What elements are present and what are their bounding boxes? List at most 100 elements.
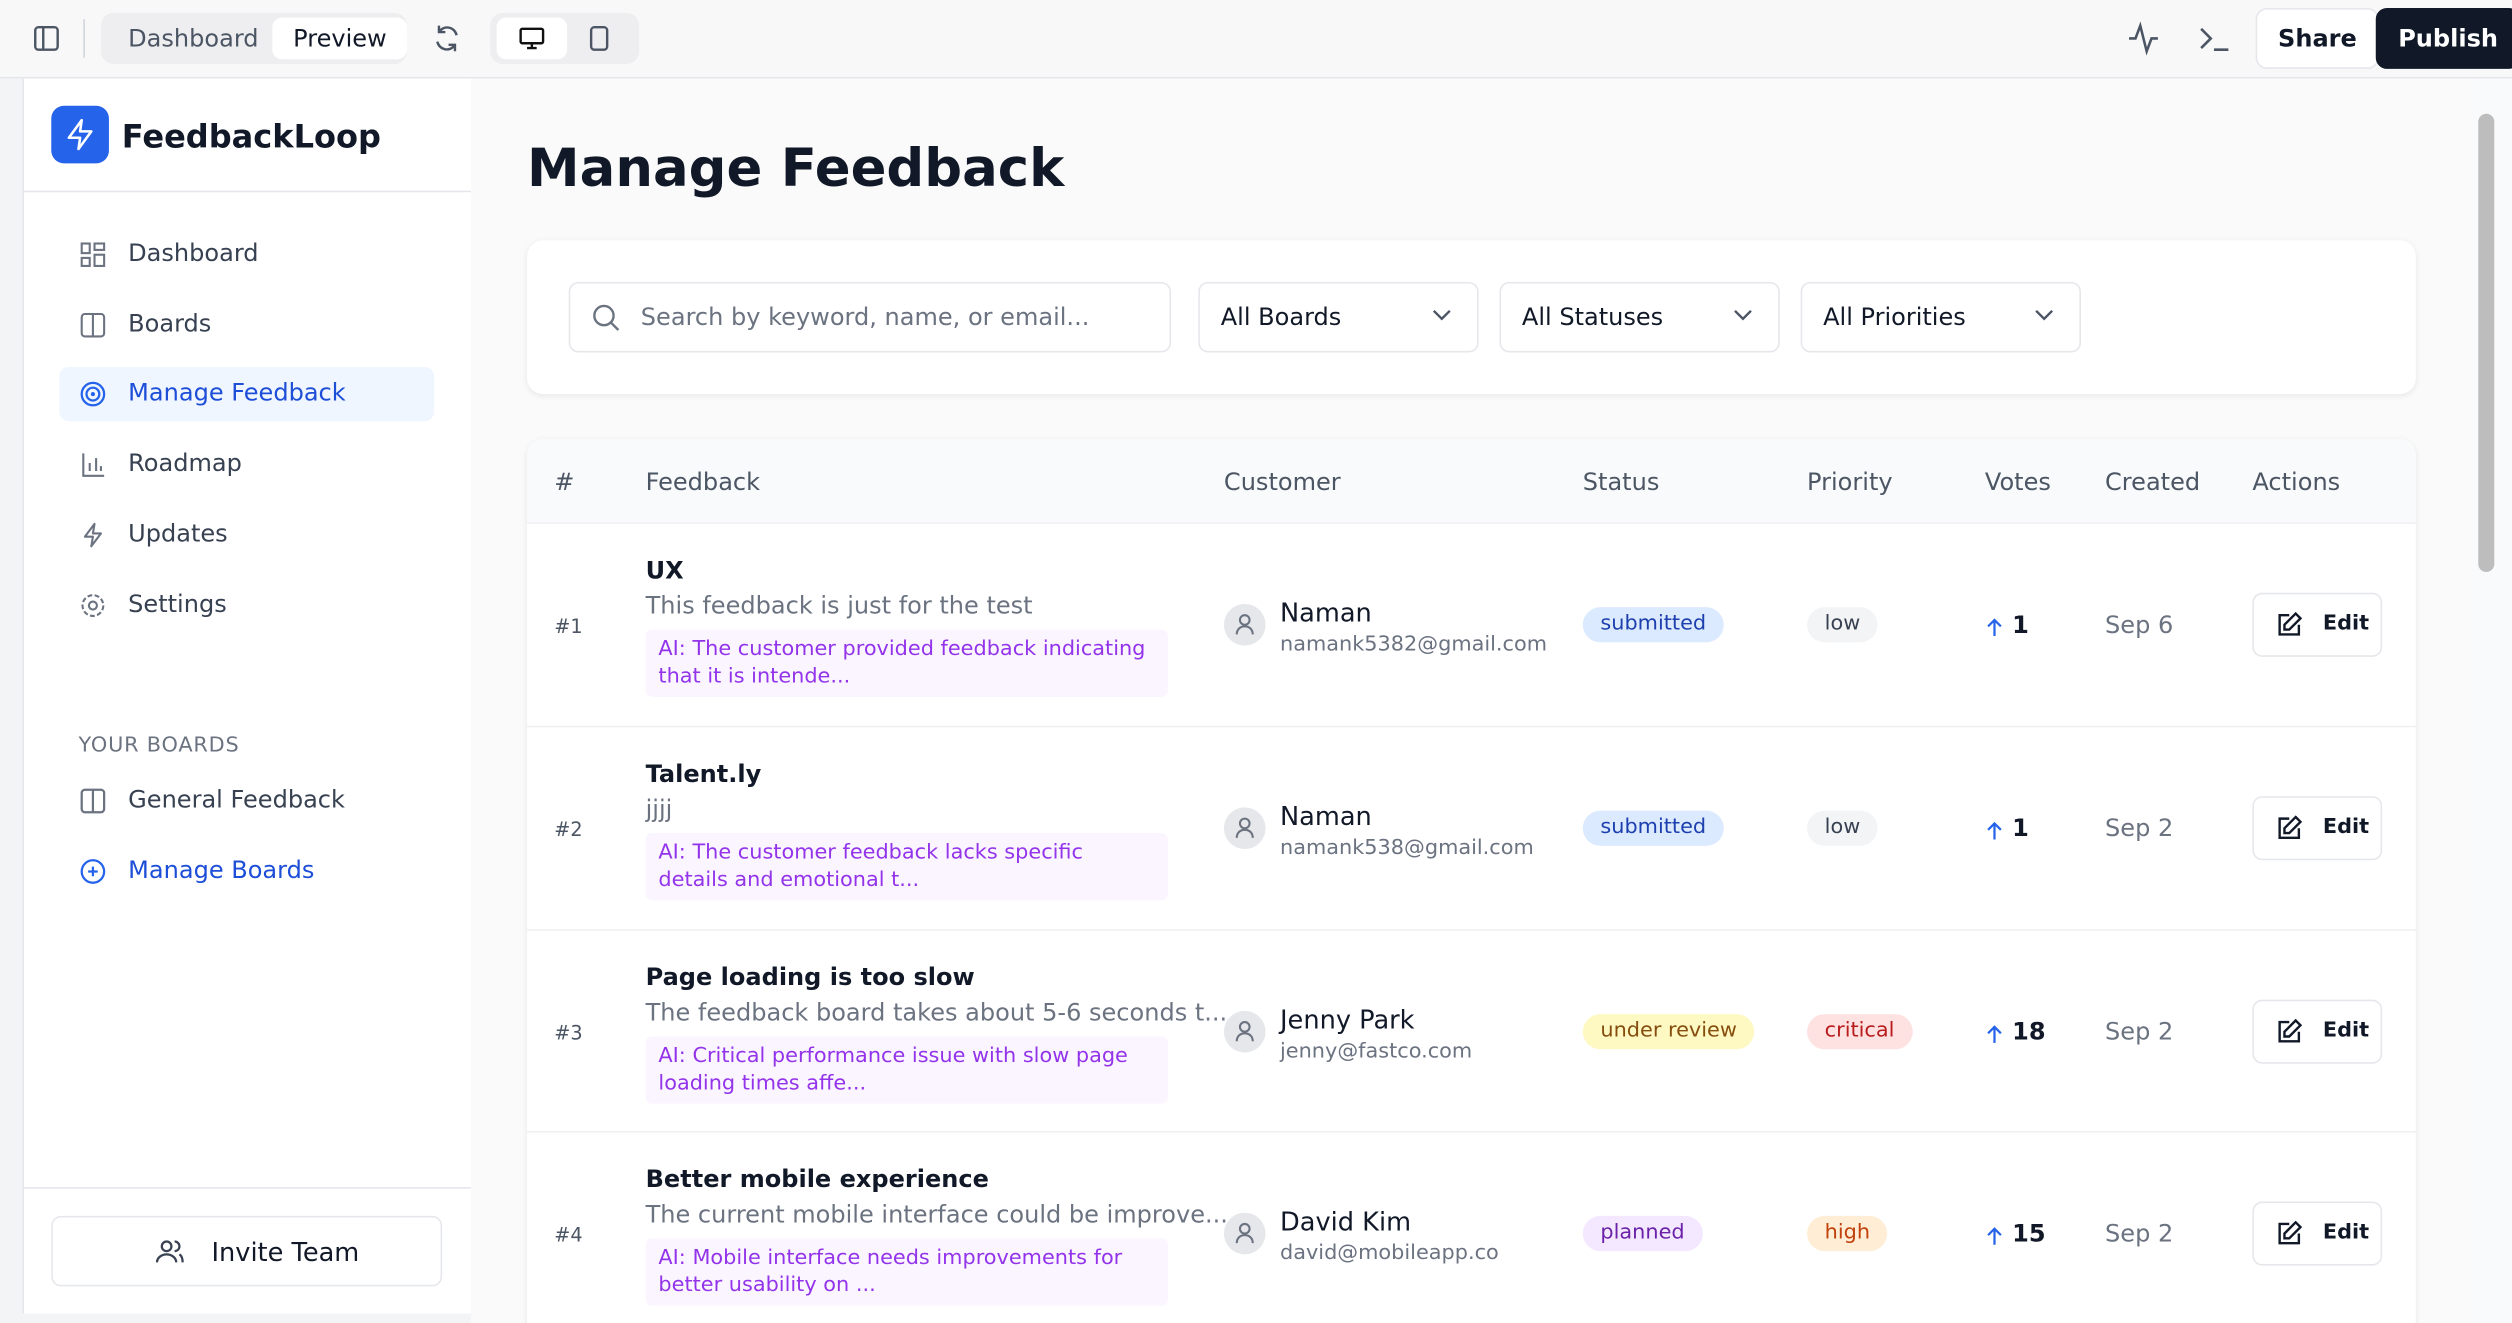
ai-summary: AI: Critical performance issue with slow… [645,1035,1168,1104]
device-toggle [490,12,640,65]
feedback-description: The current mobile interface could be im… [645,1200,1228,1230]
created-date: Sep 2 [2105,1016,2174,1046]
filter-label: All Priorities [1823,302,1966,332]
nav-label: Updates [128,518,228,548]
feedback-title: Better mobile experience [645,1165,989,1195]
customer-name: Naman [1279,800,1372,832]
column-header: # [554,467,575,497]
edit-button[interactable]: Edit [2252,592,2383,657]
sidebar-toggle[interactable] [32,24,61,53]
edit-button[interactable]: Edit [2252,795,2383,860]
filter-select[interactable]: All Statuses [1499,281,1780,353]
invite-label: Invite Team [211,1236,360,1268]
created-date: Sep 2 [2105,813,2174,843]
nav-item[interactable]: Updates [59,508,434,562]
vote-count: 1 [2012,610,2029,640]
scroll-thumb[interactable] [2478,113,2495,572]
table-row[interactable]: #3 Page loading is too slow The feedback b… [527,928,2416,1134]
row-id: #4 [554,1224,583,1247]
divider [24,190,471,193]
customer-email: david@mobileapp.co [1279,1242,1499,1267]
nav-label: Dashboard [128,238,259,268]
sidebar: FeedbackLoop YOUR BOARDS General Feedbac… [22,78,473,1314]
table-row[interactable]: #2 Talent.ly jjjj AI: The customer feedback… [527,725,2416,930]
table-row[interactable]: #4 Better mobile experience The current mo… [527,1131,2416,1323]
row-id: #3 [554,1021,583,1044]
divider [24,1187,471,1189]
edit-label: Edit [2322,815,2370,840]
avatar [1223,1010,1266,1052]
edit-button[interactable]: Edit [2252,998,2383,1064]
status-badge: submitted [1582,810,1724,846]
edit-label: Edit [2322,611,2370,636]
table-header: # Feedback Customer Status Priority Votes Crea… [527,438,2416,523]
table-row[interactable]: #1 UX This feedback is just for the test AI… [527,522,2416,727]
mobile-button[interactable] [588,26,610,52]
manage-boards-link[interactable]: Manage Boards [59,844,434,898]
desktop-button[interactable] [496,17,568,60]
scrollbar [2473,78,2512,1323]
priority-badge: critical [1807,1013,1913,1049]
edit-button[interactable]: Edit [2252,1202,2383,1267]
customer-name: David Kim [1279,1206,1412,1238]
filter-select[interactable]: All Boards [1198,281,1479,353]
vote-count: 15 [2012,1219,2046,1249]
ai-summary: AI: Mobile interface needs improvements … [645,1238,1168,1307]
nav-item[interactable]: Dashboard [59,227,434,281]
nav-item[interactable]: Manage Feedback [59,367,435,422]
nav-label: Settings [128,588,227,618]
publish-button[interactable]: Publish [2375,8,2512,69]
nav-item[interactable]: Settings [59,578,434,632]
ai-summary: AI: The customer feedback lacks specific… [645,832,1168,900]
divider [83,19,85,58]
customer-email: namank5382@gmail.com [1279,632,1548,657]
board-link[interactable]: General Feedback [59,774,434,828]
activity-icon[interactable] [2126,21,2161,56]
avatar [1223,603,1266,646]
vote-icon [1985,818,2004,847]
search-box[interactable]: Search by keyword, name, or email... [568,281,1172,353]
column-header: Actions [2252,467,2341,497]
top-bar: Dashboard Preview Share Publish [0,0,2512,79]
feedback-title: Talent.ly [645,759,762,788]
status-badge: submitted [1582,607,1724,643]
refresh-icon[interactable] [431,22,463,54]
terminal-icon[interactable] [2196,21,2231,56]
nav-item[interactable]: Boards [59,297,434,351]
feedback-description: The feedback board takes about 5-6 secon… [645,997,1228,1027]
status-badge: planned [1582,1216,1703,1252]
nav-label: Boards [128,308,212,338]
column-header: Priority [1807,467,1893,497]
filter-bar: Search by keyword, name, or email... All… [527,240,2416,395]
invite-button[interactable]: Invite Team [51,1215,443,1287]
edit-label: Edit [2322,1018,2370,1043]
share-button[interactable]: Share [2255,8,2380,69]
feedback-table: # Feedback Customer Status Priority Votes Crea… [527,438,2416,1323]
section-label: YOUR BOARDS [78,733,240,758]
filter-select[interactable]: All Priorities [1800,281,2081,353]
priority-badge: low [1807,810,1878,846]
feedback-description: This feedback is just for the test [645,591,1033,620]
feedback-title: UX [645,555,684,585]
nav-item[interactable]: Roadmap [59,437,434,491]
created-date: Sep 2 [2105,1219,2174,1249]
filter-label: All Statuses [1521,302,1664,332]
column-header: Status [1582,467,1660,497]
status-badge: under review [1582,1013,1755,1049]
customer-name: Jenny Park [1279,1003,1415,1035]
tab[interactable]: Preview [272,17,408,60]
column-header: Feedback [645,467,761,497]
main-content: Manage Feedback Search by keyword, name,… [470,78,2474,1323]
view-tabs: Dashboard Preview [100,12,408,65]
priority-badge: high [1807,1216,1888,1252]
vote-icon [1985,615,2004,644]
vote-icon [1985,1225,2004,1254]
tab[interactable]: Dashboard [128,24,259,53]
brand-name: FeedbackLoop [121,116,381,156]
board-label: General Feedback [128,784,345,814]
nav-label: Manage Feedback [128,378,346,408]
vote-count: 18 [2012,1016,2046,1046]
